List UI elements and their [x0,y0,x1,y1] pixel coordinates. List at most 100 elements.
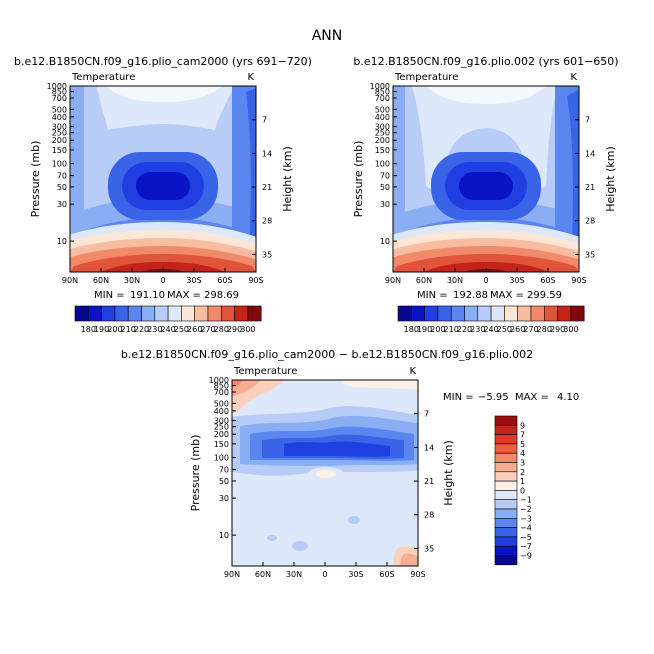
colorbar-swatch [424,305,439,322]
x-axis: 90N 60N 30N 0 30S 60S 90S [224,562,426,579]
colorbar-label: 250 [174,325,189,334]
y-tick-label: 70 [57,172,67,181]
y-axis-label-left: Pressure (mb) [189,435,202,512]
y-tick-label: 100 [214,454,229,463]
colorbar-swatch [494,471,518,482]
y-tick-label-right: 35 [585,250,595,259]
x-axis: 90N 60N 30N 0 30S 60S 90S [62,268,264,285]
y-tick-label: 30 [219,494,229,503]
colorbar-label: 210 [444,325,459,334]
warm-anomaly-inner [316,470,336,478]
colorbar-swatch [114,305,129,322]
y-tick-label: 200 [52,136,67,145]
y-tick-label: 70 [219,466,229,475]
np-warm-2 [232,380,262,397]
variable-label: Temperature [233,366,297,377]
top-band [105,86,223,102]
colorbar-swatch [494,443,518,454]
colorbar-swatch [88,305,102,322]
colorbar-swatch [530,305,545,322]
colorbar-label: −9 [520,552,532,561]
colorbar-swatch [154,305,169,322]
y-tick-label: 500 [52,105,67,114]
x-tick-label: 90N [224,570,240,579]
panel-model-cam2000: b.e12.B1850CN.f09_g16.plio_cam2000 (yrs … [14,55,312,334]
x-tick-label: 90N [385,276,401,285]
sp-top-warm [340,380,418,391]
colorbar-swatch [464,305,479,322]
x-tick-label: 90S [571,276,586,285]
colorbar-label: 200 [430,325,445,334]
x-tick-label: 0 [483,276,488,285]
y-tick-label-right: 28 [262,217,272,226]
colorbar-swatch [494,434,518,445]
y-tick-label: 50 [57,183,67,192]
sp-surface-warm-2 [400,553,418,566]
x-tick-label: 60N [416,276,432,285]
y-axis-label-right: Height (km) [442,440,455,506]
colorbar-label: 290 [227,325,242,334]
x-tick-labels: 90N 60N 30N 0 30S 60S 90S [385,268,587,285]
y-tick-label: 30 [380,200,390,209]
x-tick-label: 30N [447,276,463,285]
contour-field [393,86,579,272]
colorbar-swatch [494,555,518,566]
figure-title: ANN [312,28,343,44]
y-tick-label-right: 14 [262,149,272,158]
y-tick-label: 500 [375,105,390,114]
colorbar-label: 210 [121,325,136,334]
colorbar-label: 240 [483,325,498,334]
y-tick-label: 10 [219,531,229,540]
colorbar-swatch [494,508,518,519]
y-tick-label: 100 [375,160,390,169]
colorbar-label: −5 [520,533,532,542]
colorbar-swatch [101,305,116,322]
y-tick-label: 300 [214,417,229,426]
y-tick-label-right: 35 [424,544,434,553]
colorbar-swatch [450,305,465,322]
y-tick-label-right: 7 [585,116,590,125]
colorbar-swatch [181,305,195,322]
colorbar-label: 270 [523,325,538,334]
x-tick-label: 30N [124,276,140,285]
y-tick-label: 70 [380,172,390,181]
x-tick-label: 90N [62,276,78,285]
x-tick-labels: 90N 60N 30N 0 30S 60S 90S [62,268,264,285]
sp-coldest [567,89,579,272]
y-tick-label: 400 [375,113,390,122]
colorbar-label: 200 [107,325,122,334]
x-tick-label: 30S [509,276,524,285]
colorbar-label: 0 [520,486,525,495]
trop-cool-patch-1 [292,541,308,551]
x-axis: 90N 60N 30N 0 30S 60S 90S [385,268,587,285]
colorbar-swatch [477,305,492,322]
colorbar-swatch [494,462,518,473]
units-label: K [247,72,254,83]
y-tick-label-right: 14 [585,149,595,158]
colorbar-swatch [494,480,518,491]
stat-min-label: MIN = [94,290,125,301]
colorbar-label: 7 [520,431,525,440]
y-tick-label: 100 [52,160,67,169]
y-tick-label: 300 [52,123,67,132]
y-tick-label: 1000 [209,376,229,385]
colorbar-swatch [494,499,518,510]
y-tick-label: 50 [380,183,390,192]
y-tick-label-right: 28 [424,511,434,520]
colorbar-swatch [494,452,518,463]
x-tick-label: 30S [186,276,201,285]
colorbar-swatch [494,424,518,435]
colorbar-label: 260 [510,325,525,334]
colorbar-swatch [494,545,518,556]
stat-max-label: MAX = [490,290,524,301]
colorbar-swatch [494,415,518,426]
stat-max-value: 299.59 [527,290,562,301]
panel-model-plio002: b.e12.B1850CN.f09_g16.plio.002 (yrs 601−… [352,55,619,334]
